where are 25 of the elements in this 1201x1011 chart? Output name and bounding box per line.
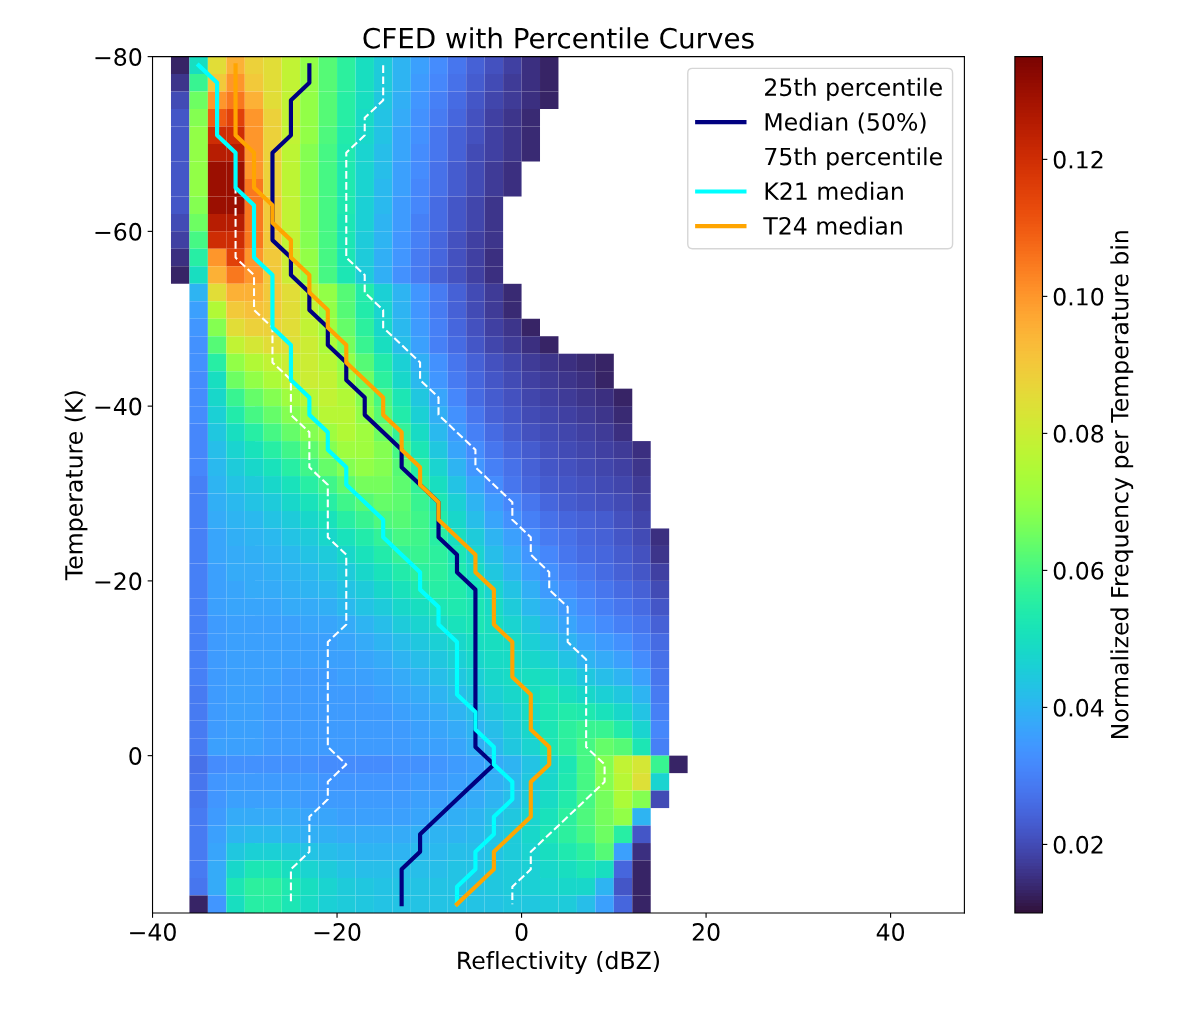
x-tick-label: −40 xyxy=(130,923,176,941)
chart-title: CFED with Percentile Curves xyxy=(363,27,754,49)
legend-label: K21 median xyxy=(765,181,903,201)
color-bar-label: 0.06 xyxy=(1053,561,1104,580)
y-tick-label: −20 xyxy=(95,572,142,591)
y-tick-label: −80 xyxy=(95,48,142,66)
y-tick-label: −60 xyxy=(95,222,142,241)
x-axis-title: Reflectivity (dBZ) xyxy=(458,951,659,974)
color-bar-label: 0.02 xyxy=(1053,835,1103,854)
color-bar-title: Normalized Frequency per Temperature bin xyxy=(1110,231,1134,739)
text: 75th percentile xyxy=(765,147,942,171)
legend-label: T24 median xyxy=(763,216,902,235)
text: 25th percentile xyxy=(765,77,942,101)
x-tick-label: 40 xyxy=(876,923,905,941)
y-tick-label: −40 xyxy=(95,397,142,416)
x-tick-label: 20 xyxy=(692,923,720,941)
x-tick-label: −20 xyxy=(314,923,361,941)
y-axis-title: Temperature (K) xyxy=(64,391,88,581)
color-bar-label: 0.12 xyxy=(1053,150,1103,169)
color-bar-label: 0.10 xyxy=(1053,287,1104,306)
color-bar-label: 0.04 xyxy=(1053,698,1104,717)
x-tick-label: 0 xyxy=(515,923,528,941)
legend-label: Median (50%) xyxy=(765,112,926,134)
color-bar-label: 0.08 xyxy=(1053,424,1104,443)
y-tick-label: 0 xyxy=(129,747,142,765)
